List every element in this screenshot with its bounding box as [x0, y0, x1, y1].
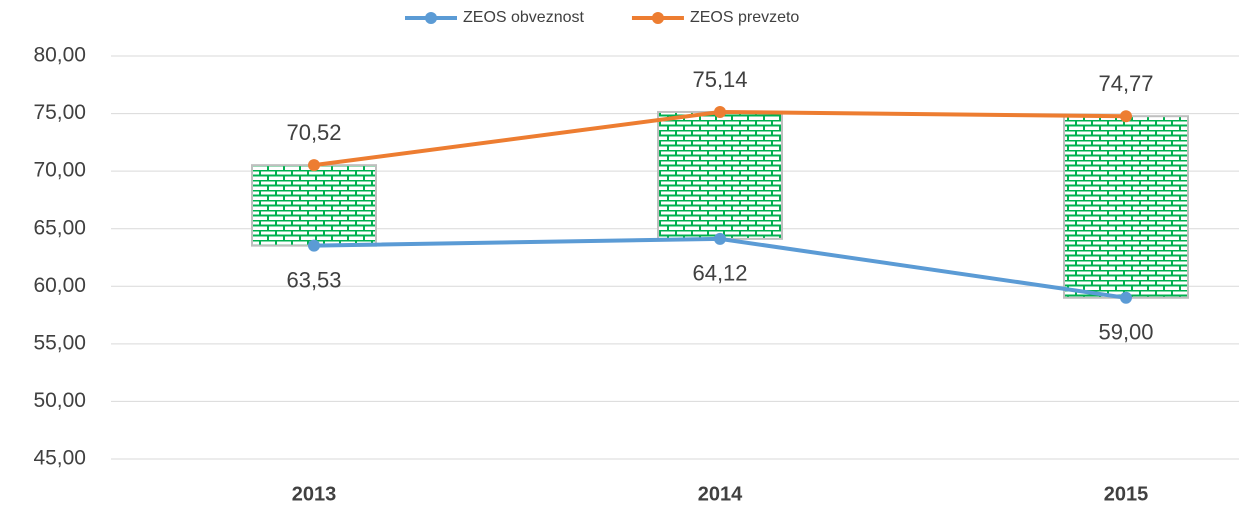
data-label: 70,52 — [286, 120, 341, 145]
point — [1120, 291, 1132, 304]
data-label: 63,53 — [286, 267, 341, 292]
point — [714, 232, 726, 245]
up-down-bar — [657, 110, 783, 240]
legend-marker — [651, 12, 664, 24]
point — [308, 159, 320, 172]
x-tick-label: 2014 — [698, 483, 743, 505]
x-tick-label: 2015 — [1104, 483, 1149, 505]
point — [1120, 110, 1132, 123]
legend-label: ZEOS obveznost — [463, 9, 585, 26]
y-tick-label: 70,00 — [33, 159, 86, 182]
data-label: 64,12 — [692, 261, 747, 286]
y-tick-label: 60,00 — [33, 274, 86, 297]
legend-marker — [425, 12, 437, 24]
y-tick-label: 80,00 — [33, 44, 86, 67]
data-label: 74,77 — [1098, 71, 1153, 96]
data-label: 59,00 — [1098, 320, 1153, 345]
y-tick-label: 55,00 — [33, 331, 86, 354]
y-tick-label: 50,00 — [33, 389, 86, 412]
legend-label: ZEOS prevzeto — [690, 9, 799, 26]
y-tick-label: 45,00 — [33, 447, 86, 470]
legend: ZEOS obveznost ZEOS prevzeto — [405, 9, 799, 26]
x-tick-label: 2013 — [292, 483, 337, 505]
y-tick-label: 65,00 — [33, 216, 86, 239]
point — [308, 239, 320, 252]
point — [714, 105, 726, 118]
up-down-bar — [251, 164, 377, 247]
y-tick-label: 75,00 — [33, 101, 86, 124]
up-down-bar — [1063, 115, 1189, 299]
data-label: 75,14 — [692, 67, 747, 92]
